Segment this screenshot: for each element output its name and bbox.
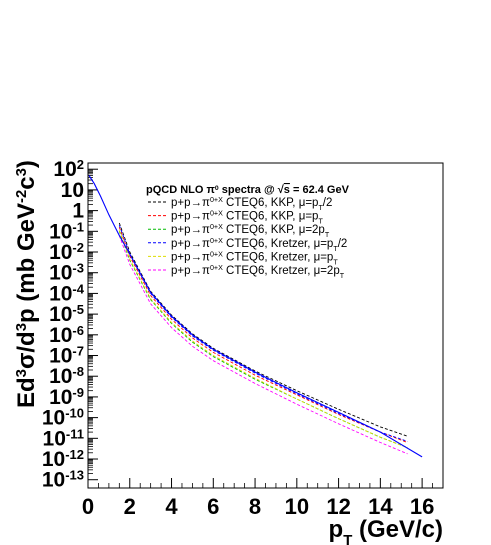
y-tick-label: 10-3 <box>49 260 84 285</box>
legend-title: pQCD NLO π0 spectra @ √s = 62.4 GeV <box>146 184 350 196</box>
y-tick-label: 10-9 <box>49 384 84 409</box>
series-line <box>118 230 408 449</box>
legend: pQCD NLO π0 spectra @ √s = 62.4 GeV p+p→… <box>146 184 350 280</box>
y-tick-label: 10-7 <box>49 343 84 368</box>
y-tick-label: 10-5 <box>49 302 84 327</box>
x-tick-label: 8 <box>249 494 261 519</box>
x-tick-label: 4 <box>165 494 178 519</box>
series-line <box>118 227 408 443</box>
x-tick-label: 10 <box>285 494 309 519</box>
y-tick-label: 10-6 <box>49 322 84 347</box>
x-tick-label: 6 <box>207 494 219 519</box>
series-line <box>88 175 423 458</box>
legend-entry: p+p→π0+X CTEQ6, Kretzer, μ=pT <box>171 250 338 266</box>
x-axis-title: pT (GeV/c) <box>329 516 443 545</box>
series-line <box>118 222 408 437</box>
legend-entry: p+p→π0+X CTEQ6, KKP, μ=2pT <box>171 223 330 239</box>
y-tick-label: 10-4 <box>49 281 85 306</box>
y-tick-label: 10-8 <box>49 364 84 389</box>
x-tick-label: 2 <box>124 494 136 519</box>
y-tick-label: 10-10 <box>42 405 84 430</box>
y-axis-title: Ed3σ/d3p (mb GeV-2c3) <box>13 160 40 408</box>
y-tick-label: 10-1 <box>49 219 84 244</box>
y-tick-label: 10-12 <box>42 447 84 472</box>
x-tick-label: 0 <box>82 494 94 519</box>
y-tick-label: 10-2 <box>49 240 84 265</box>
y-tick-label: 10-13 <box>42 467 84 492</box>
x-tick-label: 12 <box>326 494 350 519</box>
series-line <box>118 231 408 449</box>
y-tick-label: 10-11 <box>43 426 84 451</box>
legend-entry: p+p→π0+X CTEQ6, KKP, μ=pT <box>171 210 323 226</box>
y-tick-label: 1 <box>72 200 84 223</box>
legend-entry: p+p→π0+X CTEQ6, Kretzer, μ=2pT <box>171 264 345 280</box>
y-axis-ticks: 10210110-110-210-310-410-510-610-710-810… <box>42 157 98 492</box>
x-tick-label: 16 <box>410 494 434 519</box>
legend-entry: p+p→π0+X CTEQ6, Kretzer, μ=pT/2 <box>171 237 347 253</box>
series-layer <box>88 175 423 458</box>
x-axis-ticks: 0 2 4 6 8 10 12 14 16 <box>82 478 434 519</box>
y-tick-label: 102 <box>53 157 84 182</box>
x-tick-label: 14 <box>368 494 393 519</box>
legend-entry: p+p→π0+X CTEQ6, KKP, μ=pT/2 <box>171 196 332 212</box>
y-tick-label: 10 <box>61 179 84 202</box>
series-line <box>118 235 408 455</box>
